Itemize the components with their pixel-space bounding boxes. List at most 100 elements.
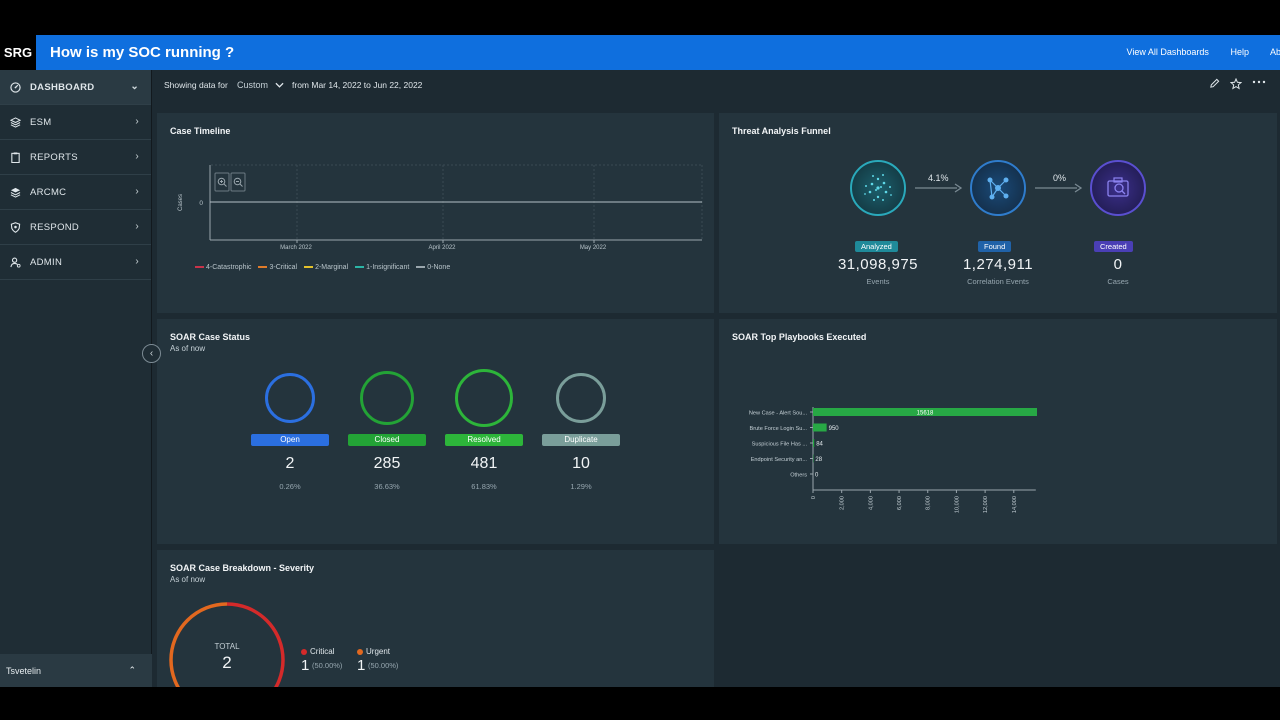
analyzed-events-icon [850, 160, 906, 216]
sidebar-item-label: REPORTS [30, 151, 78, 163]
panel-title: SOAR Case Breakdown - Severity [170, 563, 315, 573]
severity-legend-critical[interactable]: Critical [301, 647, 334, 656]
sidebar-item-label: ADMIN [30, 256, 63, 268]
sidebar-item-dashboard[interactable]: DASHBOARD ⌄ [0, 70, 151, 105]
chevron-right-icon: › [135, 256, 139, 267]
sidebar-item-arcmc[interactable]: ARCMC › [0, 175, 151, 210]
category-label: New Case - Alert Sou... [749, 411, 808, 417]
donut-slice[interactable] [169, 602, 228, 687]
filter-bar: Showing data for Custom from Mar 14, 202… [152, 70, 1280, 100]
soar-playbooks-panel: SOAR Top Playbooks Executed New Case - A… [719, 319, 1277, 544]
legend-item[interactable]: 4-Catastrophic [195, 264, 252, 271]
user-menu[interactable]: Tsvetelin ⌃ [0, 654, 152, 687]
stage-value: 0 [1113, 256, 1123, 273]
sidebar-item-esm[interactable]: ESM › [0, 105, 151, 140]
dropdown-value: Custom [237, 80, 269, 90]
zoom-out-button[interactable] [230, 172, 246, 192]
severity-legend-urgent[interactable]: Urgent [357, 647, 390, 656]
legend-item[interactable]: 3-Critical [258, 264, 297, 271]
open-status-ring [265, 373, 315, 423]
username: Tsvetelin [6, 665, 42, 676]
cases-icon [1090, 160, 1146, 216]
status-count: 285 [373, 455, 401, 472]
x-tick-label: April 2022 [428, 245, 456, 251]
playbooks-bar-chart: New Case - Alert Sou... 15618 Brute Force … [749, 407, 1037, 513]
status-count: 2 [285, 455, 295, 472]
status-percent: 0.26% [279, 482, 301, 491]
date-range-dropdown[interactable]: Custom [237, 80, 284, 90]
sidebar-item-label: RESPOND [30, 221, 80, 233]
x-tick-label: 12,000 [983, 496, 989, 513]
arrow-right-icon [1035, 183, 1083, 193]
bar [813, 408, 1037, 416]
stage-caption: Cases [1107, 277, 1129, 286]
chevron-up-icon: ⌃ [128, 665, 136, 675]
srg-logo[interactable]: SRG [0, 35, 36, 70]
x-tick-label: 8,000 [926, 496, 932, 510]
category-label: Endpoint Security an... [751, 457, 808, 463]
panel-title: SOAR Case Status [170, 332, 251, 342]
bar [813, 439, 815, 447]
severity-label: Critical [310, 647, 335, 656]
severity-donut-chart: TOTAL 2 [169, 602, 285, 687]
view-all-dashboards-link[interactable]: View All Dashboards [1126, 47, 1209, 57]
legend-item[interactable]: 1-Insignificant [355, 264, 409, 271]
chevron-down-icon [274, 82, 284, 88]
urgent-dot-icon [357, 648, 363, 655]
dashboard-icon [9, 81, 21, 93]
closed-status-ring [360, 371, 414, 425]
more-options-icon[interactable] [1252, 78, 1266, 93]
x-tick-label: 0 [811, 496, 817, 499]
critical-dot-icon [301, 648, 307, 655]
case-timeline-panel: Case Timeline Cases 0 March 2022 April 2… [157, 113, 714, 313]
x-tick-label: May 2022 [580, 245, 607, 251]
chevron-right-icon: › [135, 116, 139, 127]
y-tick-label: 0 [199, 200, 203, 207]
conversion-rate: 0% [1053, 173, 1067, 183]
help-link[interactable]: Help [1230, 47, 1249, 57]
stage-value: 31,098,975 [837, 256, 919, 273]
edit-icon[interactable] [1209, 78, 1220, 93]
correlation-network-icon [970, 160, 1026, 216]
stage-badge: Created [1094, 241, 1133, 252]
threat-funnel-panel: Threat Analysis Funnel [719, 113, 1277, 313]
chart-legend: 4-Catastrophic 3-Critical 2-Marginal 1-I… [195, 264, 455, 271]
donut-slice[interactable] [226, 602, 285, 687]
favorite-star-icon[interactable] [1229, 77, 1243, 93]
x-tick-label: 10,000 [954, 496, 960, 513]
sidebar-item-respond[interactable]: RESPOND › [0, 210, 151, 245]
top-links: View All Dashboards Help Abo [1127, 47, 1280, 57]
sidebar-item-admin[interactable]: ADMIN › [0, 245, 151, 280]
chevron-down-icon: ⌄ [130, 81, 139, 92]
about-link[interactable]: Abo [1269, 47, 1280, 57]
sidebar-item-reports[interactable]: REPORTS › [0, 140, 151, 175]
resolved-status-ring [455, 369, 513, 427]
category-label: Others [790, 473, 807, 479]
bar-value-label: 28 [815, 457, 822, 463]
sidebar-item-label: DASHBOARD [30, 81, 95, 93]
status-count: 10 [572, 455, 590, 472]
status-badge: Resolved [445, 434, 523, 446]
sidebar-item-label: ARCMC [30, 186, 67, 198]
toolbar-icons [1209, 77, 1266, 93]
bar-value-label: 84 [816, 442, 823, 448]
severity-label: Urgent [366, 647, 391, 656]
zoom-in-button[interactable] [214, 172, 230, 192]
stage-caption: Correlation Events [967, 277, 1029, 286]
stage-badge: Analyzed [855, 241, 898, 252]
y-axis-label: Cases [178, 194, 184, 211]
severity-count: 1 [357, 657, 366, 674]
sidebar: DASHBOARD ⌄ ESM › REPORTS › ARCMC › [0, 70, 152, 687]
layers-icon [9, 116, 21, 128]
shield-icon [9, 221, 21, 233]
donut-total-value: 2 [222, 653, 231, 672]
x-tick-label: 6,000 [897, 496, 903, 510]
app-window: SRG How is my SOC running ? View All Das… [0, 35, 1280, 687]
stage-badge: Found [978, 241, 1012, 252]
sidebar-item-label: ESM [30, 116, 52, 128]
top-bar: SRG How is my SOC running ? View All Das… [0, 35, 1280, 70]
legend-item[interactable]: 0-None [416, 264, 450, 271]
legend-item[interactable]: 2-Marginal [304, 264, 348, 271]
collapse-sidebar-button[interactable]: ‹ [142, 344, 161, 363]
chevron-right-icon: › [135, 186, 139, 197]
